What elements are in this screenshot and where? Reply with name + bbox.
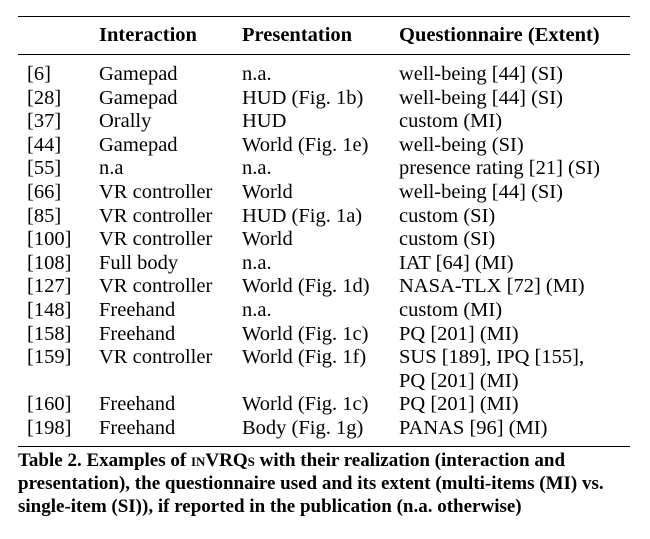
results-table-wrapper: Interaction Presentation Questionnaire (… xyxy=(18,16,630,447)
table-row: [100] VR controller World custom (SI) xyxy=(18,228,630,252)
cell-presentation: World (Fig. 1d) xyxy=(242,275,370,298)
cell-presentation: World (Fig. 1f) xyxy=(242,346,367,369)
header-rule xyxy=(18,54,630,55)
cell-presentation: n.a. xyxy=(242,298,272,321)
cell-reference: [85] xyxy=(27,204,62,227)
cell-presentation: HUD (Fig. 1b) xyxy=(242,86,364,109)
table-row: [108] Full body n.a. IAT [64] (MI) xyxy=(18,252,630,276)
cell-presentation xyxy=(242,370,399,394)
bottom-rule xyxy=(18,445,630,447)
cell-questionnaire: custom (SI) xyxy=(399,228,496,251)
cell-presentation: HUD (Fig. 1a) xyxy=(242,204,363,227)
cell-presentation: World xyxy=(242,180,293,203)
table-row: [55] n.a n.a. presence rating [21] (SI) xyxy=(18,157,630,181)
cell-reference: [66] xyxy=(27,180,62,203)
inVRQ-examples-table: Interaction Presentation Questionnaire (… xyxy=(18,17,630,441)
cell-reference: [148] xyxy=(27,298,72,321)
table-row: [66] VR controller World well-being [44] (S… xyxy=(18,181,630,205)
cell-presentation: World (Fig. 1e) xyxy=(242,133,369,156)
cell-interaction: VR controller xyxy=(99,275,213,298)
cell-interaction: Freehand xyxy=(99,322,176,345)
table-header-row: Interaction Presentation Questionnaire (… xyxy=(18,17,630,47)
cell-reference: [159] xyxy=(27,346,72,369)
cell-presentation: n.a. xyxy=(242,157,272,180)
table-row: [158] Freehand World (Fig. 1c) PQ [201] (MI… xyxy=(18,323,630,347)
cell-presentation: n.a. xyxy=(242,63,272,85)
cell-interaction: Freehand xyxy=(99,393,176,416)
cell-interaction: Full body xyxy=(99,251,179,274)
cell-interaction: VR controller xyxy=(99,180,213,203)
cell-reference: [108] xyxy=(27,251,72,274)
cell-questionnaire: IAT [64] (MI) xyxy=(399,251,514,274)
cell-questionnaire: well-being (SI) xyxy=(399,133,524,156)
cell-reference: [44] xyxy=(27,133,62,156)
table-body: [6] Gamepad n.a. well-being [44] (SI) [28] Ga… xyxy=(18,55,630,441)
table-row: [37] Orally HUD custom (MI) xyxy=(18,110,630,134)
table-row: [44] Gamepad World (Fig. 1e) well-being (SI… xyxy=(18,134,630,158)
cell-questionnaire: custom (SI) xyxy=(399,204,496,227)
cell-questionnaire: well-being [44] (SI) xyxy=(399,63,563,85)
cell-interaction: VR controller xyxy=(99,204,213,227)
cell-interaction: VR controller xyxy=(99,228,213,251)
cell-questionnaire: custom (MI) xyxy=(399,110,503,133)
cell-presentation: World xyxy=(242,228,293,251)
header-interaction: Interaction xyxy=(99,24,197,46)
cell-interaction: n.a xyxy=(99,157,124,180)
cell-interaction: Gamepad xyxy=(99,86,178,109)
table-row: [198] Freehand Body (Fig. 1g) PANAS [96] (M… xyxy=(18,417,630,441)
top-rule xyxy=(18,16,630,17)
cell-presentation: Body (Fig. 1g) xyxy=(242,416,364,439)
cell-questionnaire: PANAS [96] (MI) xyxy=(399,416,548,439)
table-row: [148] Freehand n.a. custom (MI) xyxy=(18,299,630,323)
table-row: [85] VR controller HUD (Fig. 1a) custom (SI… xyxy=(18,205,630,229)
cell-interaction: Freehand xyxy=(99,298,176,321)
cell-questionnaire: PQ [201] (MI) xyxy=(399,369,519,392)
table-row: PQ [201] (MI) xyxy=(18,370,630,394)
cell-interaction: Freehand xyxy=(99,416,176,439)
cell-reference: [158] xyxy=(27,322,72,345)
cell-presentation: World (Fig. 1c) xyxy=(242,322,369,345)
table-row: [6] Gamepad n.a. well-being [44] (SI) xyxy=(18,55,630,87)
cell-reference: [28] xyxy=(27,86,62,109)
cell-questionnaire: PQ [201] (MI) xyxy=(399,322,519,345)
table-row: [127] VR controller World (Fig. 1d) NASA-TL… xyxy=(18,275,630,299)
cell-questionnaire: PQ [201] (MI) xyxy=(399,393,519,416)
header-rule-row xyxy=(18,47,630,55)
cell-reference: [37] xyxy=(27,110,62,133)
cell-questionnaire: well-being [44] (SI) xyxy=(399,180,563,203)
cell-questionnaire: presence rating [21] (SI) xyxy=(399,157,600,180)
cell-reference: [160] xyxy=(27,393,72,416)
cell-interaction: Gamepad xyxy=(99,63,178,85)
cell-questionnaire: custom (MI) xyxy=(399,298,503,321)
table-row: [159] VR controller World (Fig. 1f) SUS [18… xyxy=(18,346,630,370)
table-row: [28] Gamepad HUD (Fig. 1b) well-being [44] … xyxy=(18,87,630,111)
table-caption: Table 2. Examples of inVRQs with their r… xyxy=(18,449,630,518)
cell-reference: [127] xyxy=(27,275,72,298)
cell-questionnaire: SUS [189], IPQ [155], xyxy=(399,346,585,369)
cell-interaction: Orally xyxy=(99,110,152,133)
cell-presentation: HUD xyxy=(242,110,287,133)
cell-questionnaire: well-being [44] (SI) xyxy=(399,86,563,109)
caption-acronym: inVRQs xyxy=(190,450,255,471)
cell-questionnaire: NASA-TLX [72] (MI) xyxy=(399,275,585,298)
cell-interaction: Gamepad xyxy=(99,133,178,156)
cell-interaction xyxy=(99,370,242,394)
cell-reference: [100] xyxy=(27,228,72,251)
header-reference xyxy=(18,17,99,47)
caption-text-end: with their realization (interaction and … xyxy=(18,450,604,517)
header-presentation: Presentation xyxy=(242,24,353,46)
table-row: [160] Freehand World (Fig. 1c) PQ [201] (MI… xyxy=(18,393,630,417)
cell-presentation: World (Fig. 1c) xyxy=(242,393,369,416)
caption-text-start: Table 2. Examples of xyxy=(18,450,191,471)
cell-presentation: n.a. xyxy=(242,251,272,274)
cell-reference: [55] xyxy=(27,157,62,180)
cell-reference: [198] xyxy=(27,416,72,439)
cell-reference: [6] xyxy=(27,63,51,85)
cell-interaction: VR controller xyxy=(99,346,213,369)
cell-reference xyxy=(18,370,99,394)
header-questionnaire: Questionnaire (Extent) xyxy=(399,24,600,46)
